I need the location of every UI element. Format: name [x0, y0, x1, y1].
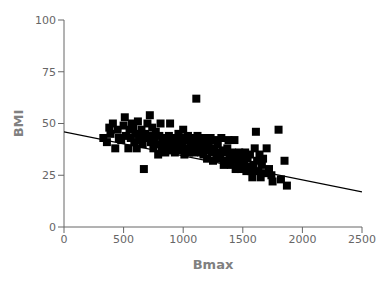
svg-text:1500: 1500: [229, 233, 257, 246]
svg-text:50: 50: [42, 117, 56, 130]
svg-text:0: 0: [49, 221, 56, 234]
svg-text:0: 0: [61, 233, 68, 246]
svg-text:BMI: BMI: [11, 110, 26, 138]
svg-text:25: 25: [42, 169, 56, 182]
svg-text:500: 500: [113, 233, 134, 246]
svg-text:100: 100: [35, 14, 56, 27]
svg-text:2000: 2000: [288, 233, 316, 246]
svg-text:2500: 2500: [348, 233, 376, 246]
svg-text:75: 75: [42, 66, 56, 79]
svg-text:1000: 1000: [169, 233, 197, 246]
svg-text:Bmax: Bmax: [193, 257, 234, 272]
